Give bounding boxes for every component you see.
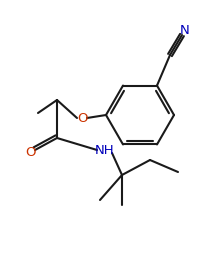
Text: O: O [25,146,35,158]
Text: O: O [77,112,87,124]
Text: NH: NH [95,144,115,156]
Text: N: N [180,24,190,37]
